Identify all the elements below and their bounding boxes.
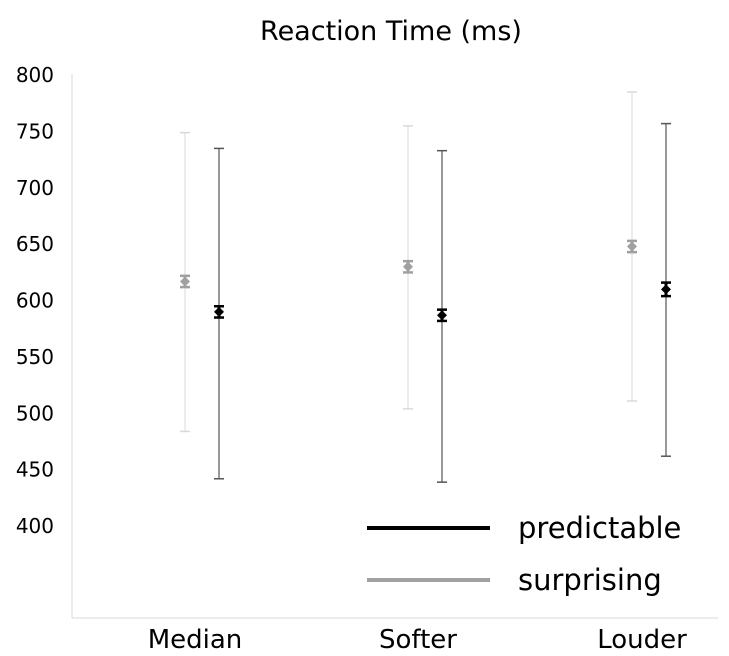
y-tick-label: 700 — [16, 176, 54, 200]
mean-point — [403, 262, 413, 272]
x-tick-label: Median — [148, 625, 243, 655]
y-tick-label: 650 — [16, 232, 54, 256]
chart-title: Reaction Time (ms) — [260, 16, 522, 47]
y-tick-labels: 400 450 500 550 600 650 700 750 800 — [16, 63, 54, 538]
mean-point — [214, 307, 224, 317]
x-tick-labels: Median Softer Louder — [148, 625, 687, 655]
y-tick-label: 750 — [16, 119, 54, 143]
y-tick-label: 450 — [16, 458, 54, 482]
mean-point — [437, 310, 447, 320]
mean-point — [180, 276, 190, 286]
y-tick-label: 500 — [16, 401, 54, 425]
legend: predictable surprising — [367, 511, 681, 597]
mean-point — [627, 242, 637, 252]
y-tick-label: 550 — [16, 345, 54, 369]
x-tick-label: Softer — [379, 625, 457, 655]
y-tick-label: 800 — [16, 63, 54, 87]
x-tick-label: Louder — [597, 625, 687, 655]
mean-point — [661, 284, 671, 294]
data-marks — [180, 92, 671, 482]
legend-label: surprising — [518, 563, 662, 597]
y-tick-label: 400 — [16, 514, 54, 538]
y-tick-label: 600 — [16, 289, 54, 313]
legend-label: predictable — [518, 511, 681, 545]
